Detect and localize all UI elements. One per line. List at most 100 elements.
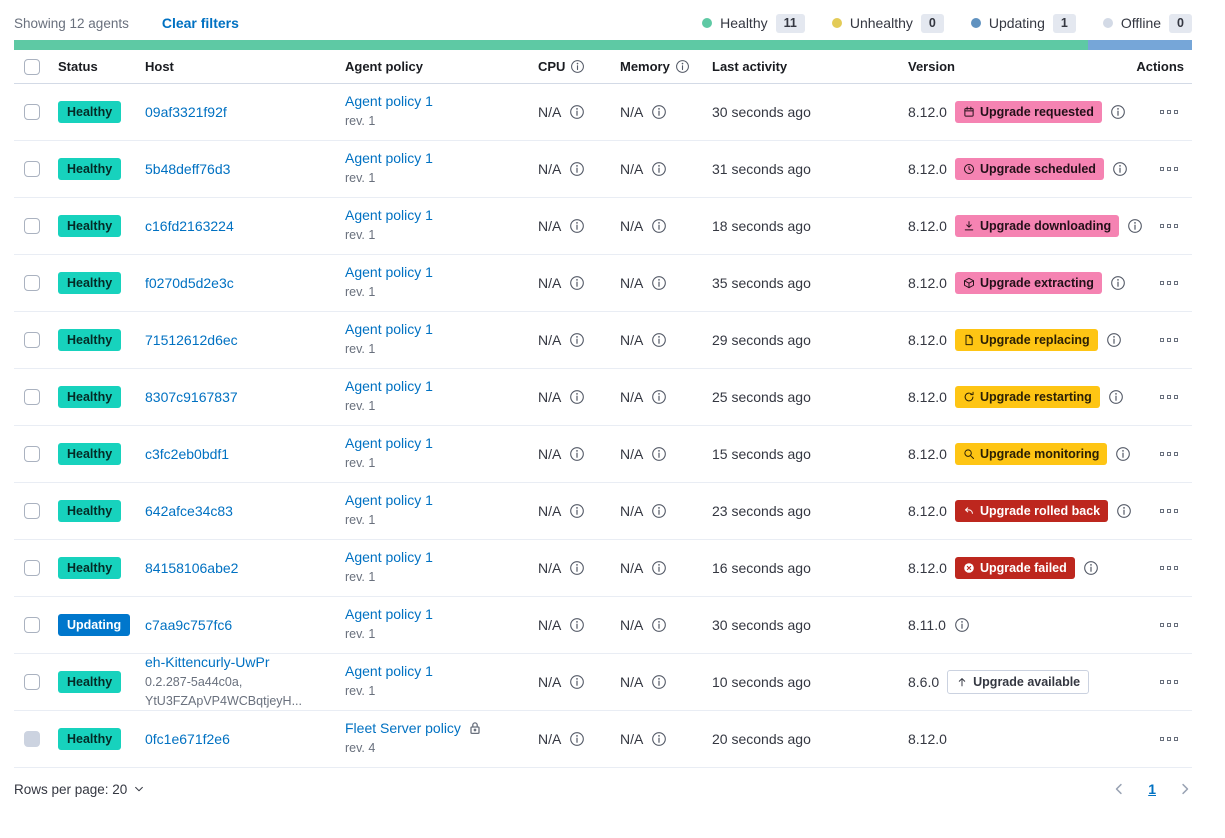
row-checkbox[interactable]: [24, 503, 40, 519]
cpu-info-icon[interactable]: [569, 731, 585, 747]
agent-policy-link[interactable]: Agent policy 1: [345, 492, 433, 509]
upgrade-info-icon[interactable]: [1112, 161, 1128, 177]
cpu-info-icon[interactable]: [569, 218, 585, 234]
table-row: Healthy f0270d5d2e3c Agent policy 1 rev.…: [14, 255, 1192, 312]
status-filter-offline[interactable]: Offline 0: [1102, 13, 1192, 33]
host-link[interactable]: 0fc1e671f2e6: [145, 731, 230, 747]
host-link[interactable]: 5b48deff76d3: [145, 161, 231, 177]
next-page-button[interactable]: [1178, 782, 1192, 796]
agent-policy-link[interactable]: Agent policy 1: [345, 549, 433, 566]
agent-policy-link[interactable]: Fleet Server policy: [345, 720, 461, 737]
cpu-value: N/A: [538, 104, 562, 120]
agent-policy-link[interactable]: Agent policy 1: [345, 435, 433, 452]
memory-info-icon[interactable]: [651, 674, 667, 690]
policy-revision: rev. 4: [345, 741, 376, 756]
cpu-info-icon[interactable]: [569, 389, 585, 405]
row-checkbox[interactable]: [24, 275, 40, 291]
actions-menu-button[interactable]: [1156, 277, 1182, 289]
cpu-info-icon[interactable]: [569, 332, 585, 348]
row-checkbox[interactable]: [24, 731, 40, 747]
memory-info-icon[interactable]: [651, 161, 667, 177]
cpu-info-icon[interactable]: [569, 161, 585, 177]
row-checkbox[interactable]: [24, 617, 40, 633]
actions-menu-button[interactable]: [1156, 334, 1182, 346]
actions-menu-button[interactable]: [1156, 391, 1182, 403]
upgrade-info-icon[interactable]: [1083, 560, 1099, 576]
host-link[interactable]: 642afce34c83: [145, 503, 233, 519]
actions-menu-button[interactable]: [1156, 619, 1182, 631]
row-checkbox[interactable]: [24, 560, 40, 576]
status-filter-unhealthy[interactable]: Unhealthy 0: [831, 13, 944, 33]
agent-policy-link[interactable]: Agent policy 1: [345, 150, 433, 167]
host-link[interactable]: 8307c9167837: [145, 389, 238, 405]
upgrade-info-icon[interactable]: [1106, 332, 1122, 348]
cpu-value: N/A: [538, 161, 562, 177]
rows-per-page-button[interactable]: Rows per page: 20: [14, 782, 145, 797]
host-link[interactable]: eh-Kittencurly-UwPr: [145, 654, 270, 671]
memory-info-icon[interactable]: [651, 560, 667, 576]
memory-info-icon[interactable]: [651, 503, 667, 519]
actions-menu-button[interactable]: [1156, 106, 1182, 118]
agent-policy-link[interactable]: Agent policy 1: [345, 378, 433, 395]
page-1-button[interactable]: 1: [1148, 781, 1156, 797]
memory-tooltip-icon[interactable]: [675, 59, 690, 74]
cpu-info-icon[interactable]: [569, 617, 585, 633]
upgrade-info-icon[interactable]: [1116, 503, 1132, 519]
actions-menu-button[interactable]: [1156, 562, 1182, 574]
cpu-info-icon[interactable]: [569, 446, 585, 462]
agent-policy-link[interactable]: Agent policy 1: [345, 93, 433, 110]
status-filter-updating[interactable]: Updating 1: [970, 13, 1076, 33]
row-checkbox[interactable]: [24, 161, 40, 177]
host-link[interactable]: 09af3321f92f: [145, 104, 227, 120]
status-badge: Healthy: [58, 727, 122, 751]
cpu-tooltip-icon[interactable]: [570, 59, 585, 74]
upgrade-info-icon[interactable]: [954, 617, 970, 633]
row-checkbox[interactable]: [24, 104, 40, 120]
chevron-down-icon: [133, 783, 145, 795]
agent-policy-link[interactable]: Agent policy 1: [345, 264, 433, 281]
clear-filters-button[interactable]: Clear filters: [161, 15, 239, 31]
row-checkbox[interactable]: [24, 674, 40, 690]
actions-menu-button[interactable]: [1156, 448, 1182, 460]
host-link[interactable]: c16fd2163224: [145, 218, 234, 234]
upgrade-info-icon[interactable]: [1127, 218, 1143, 234]
actions-menu-button[interactable]: [1156, 163, 1182, 175]
row-checkbox[interactable]: [24, 332, 40, 348]
status-filter-healthy[interactable]: Healthy 11: [702, 13, 805, 33]
cpu-info-icon[interactable]: [569, 275, 585, 291]
memory-info-icon[interactable]: [651, 731, 667, 747]
row-checkbox[interactable]: [24, 446, 40, 462]
cpu-info-icon[interactable]: [569, 560, 585, 576]
memory-info-icon[interactable]: [651, 218, 667, 234]
memory-info-icon[interactable]: [651, 617, 667, 633]
actions-menu-button[interactable]: [1156, 505, 1182, 517]
host-link[interactable]: f0270d5d2e3c: [145, 275, 234, 291]
memory-info-icon[interactable]: [651, 104, 667, 120]
row-checkbox[interactable]: [24, 389, 40, 405]
previous-page-button[interactable]: [1112, 782, 1126, 796]
row-checkbox[interactable]: [24, 218, 40, 234]
host-link[interactable]: c3fc2eb0bdf1: [145, 446, 230, 462]
actions-menu-button[interactable]: [1156, 676, 1182, 688]
agent-policy-link[interactable]: Agent policy 1: [345, 207, 433, 224]
memory-info-icon[interactable]: [651, 389, 667, 405]
actions-menu-button[interactable]: [1156, 733, 1182, 745]
host-link[interactable]: c7aa9c757fc6: [145, 617, 233, 633]
memory-info-icon[interactable]: [651, 446, 667, 462]
memory-info-icon[interactable]: [651, 275, 667, 291]
upgrade-info-icon[interactable]: [1110, 104, 1126, 120]
cpu-info-icon[interactable]: [569, 674, 585, 690]
agent-policy-link[interactable]: Agent policy 1: [345, 321, 433, 338]
upgrade-info-icon[interactable]: [1108, 389, 1124, 405]
upgrade-info-icon[interactable]: [1110, 275, 1126, 291]
agent-policy-link[interactable]: Agent policy 1: [345, 606, 433, 623]
memory-info-icon[interactable]: [651, 332, 667, 348]
actions-menu-button[interactable]: [1156, 220, 1182, 232]
host-link[interactable]: 84158106abe2: [145, 560, 239, 576]
select-all-checkbox[interactable]: [24, 58, 40, 75]
cpu-info-icon[interactable]: [569, 503, 585, 519]
upgrade-info-icon[interactable]: [1115, 446, 1131, 462]
host-link[interactable]: 71512612d6ec: [145, 332, 238, 348]
agent-policy-link[interactable]: Agent policy 1: [345, 663, 433, 680]
cpu-info-icon[interactable]: [569, 104, 585, 120]
